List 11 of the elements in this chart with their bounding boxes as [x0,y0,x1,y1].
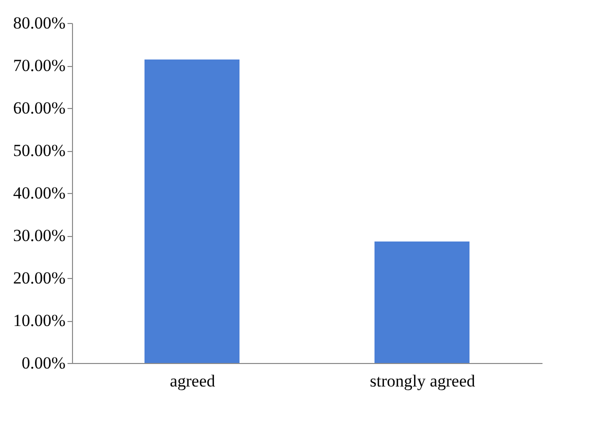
y-tick-label: 70.00% [13,56,66,75]
y-tick-label: 60.00% [13,98,66,118]
y-tick-label: 80.00% [13,14,66,32]
y-tick-label: 30.00% [13,226,66,245]
y-tick-label: 50.00% [13,141,66,160]
x-tick-label: strongly agreed [370,372,476,390]
y-tick-label: 10.00% [13,311,66,330]
y-tick-label: 0.00% [22,354,66,372]
y-tick-label: 40.00% [13,184,66,202]
y-tick-label: 20.00% [13,268,66,288]
x-tick-label: agreed [170,372,216,390]
